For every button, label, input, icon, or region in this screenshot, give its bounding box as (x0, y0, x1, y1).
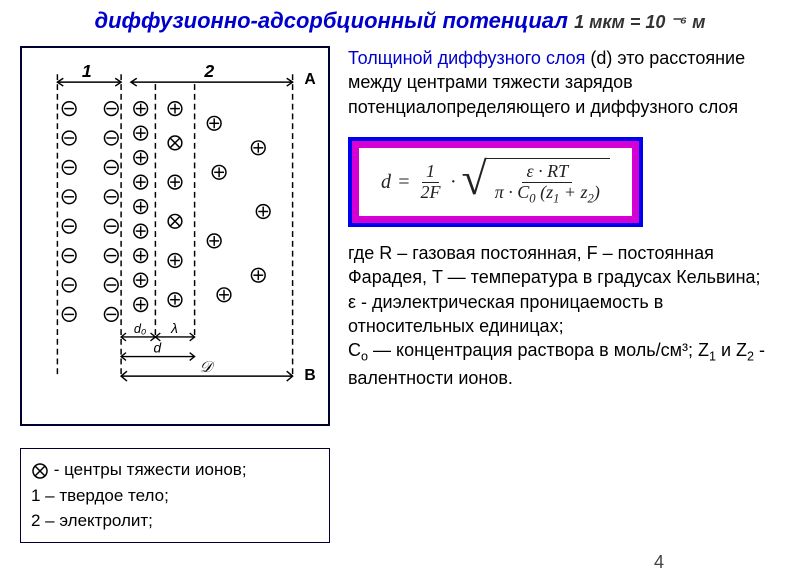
svg-text:d₀: d₀ (134, 321, 147, 336)
frac2-num: ε · RT (522, 162, 572, 183)
title-main: диффузионно-адсорбционный потенциал (95, 8, 568, 33)
legend-line1: - центры тяжести ионов; (31, 457, 319, 483)
double-layer-diagram: 1 2 A B (28, 54, 322, 418)
formula-lhs: d (381, 169, 391, 196)
para1-lead: Толщиной диффузного слоя (348, 48, 585, 68)
sqrt: √ ε · RT π · C0 (z1 + z2) (462, 158, 610, 206)
svg-text:𝒟: 𝒟 (200, 359, 216, 376)
diagram-frame: 1 2 A B (20, 46, 330, 426)
svg-text:λ: λ (170, 321, 178, 336)
svg-text:B: B (304, 367, 315, 384)
page-title: диффузионно-адсорбционный потенциал 1 мк… (20, 8, 780, 34)
legend-line3: 2 – электролит; (31, 508, 319, 534)
sqrt-body: ε · RT π · C0 (z1 + z2) (485, 158, 610, 206)
legend-box: - центры тяжести ионов; 1 – твердое тело… (20, 448, 330, 543)
paragraph-2: где R – газовая постоянная, F – постоянн… (348, 241, 780, 290)
formula-eq: = (397, 169, 411, 196)
paragraph-4: Со — концентрация раствора в моль/см³; Z… (348, 338, 780, 390)
paragraph-3: ε - диэлектрическая проницаемость в отно… (348, 290, 780, 339)
crossed-circle-icon (31, 462, 49, 480)
legend-text-1: - центры тяжести ионов; (49, 460, 247, 479)
sqrt-symbol: √ (462, 158, 487, 206)
right-column: Толщиной диффузного слоя (d) это расстоя… (348, 46, 780, 543)
svg-text:A: A (304, 71, 315, 88)
frac-1: 1 2F (417, 162, 445, 203)
left-column: 1 2 A B (20, 46, 330, 543)
formula-frame: d = 1 2F · √ ε · RT π · C0 (z1 + (348, 137, 643, 227)
frac-2: ε · RT π · C0 (z1 + z2) (491, 162, 604, 206)
svg-text:2: 2 (203, 61, 214, 81)
frac2-den: π · C0 (z1 + z2) (491, 183, 604, 206)
formula-dot: · (451, 169, 456, 196)
svg-text:1: 1 (82, 61, 92, 81)
formula: d = 1 2F · √ ε · RT π · C0 (z1 + (381, 158, 610, 206)
legend-line2: 1 – твердое тело; (31, 483, 319, 509)
formula-frame-inner: d = 1 2F · √ ε · RT π · C0 (z1 + (352, 141, 639, 223)
svg-text:d: d (153, 341, 161, 356)
title-sub: 1 мкм = 10 ⁻⁶ м (574, 12, 705, 32)
frac1-den: 2F (417, 183, 445, 203)
page-number: 4 (654, 552, 664, 573)
content: 1 2 A B (20, 46, 780, 543)
paragraph-1: Толщиной диффузного слоя (d) это расстоя… (348, 46, 780, 119)
frac1-num: 1 (422, 162, 439, 183)
